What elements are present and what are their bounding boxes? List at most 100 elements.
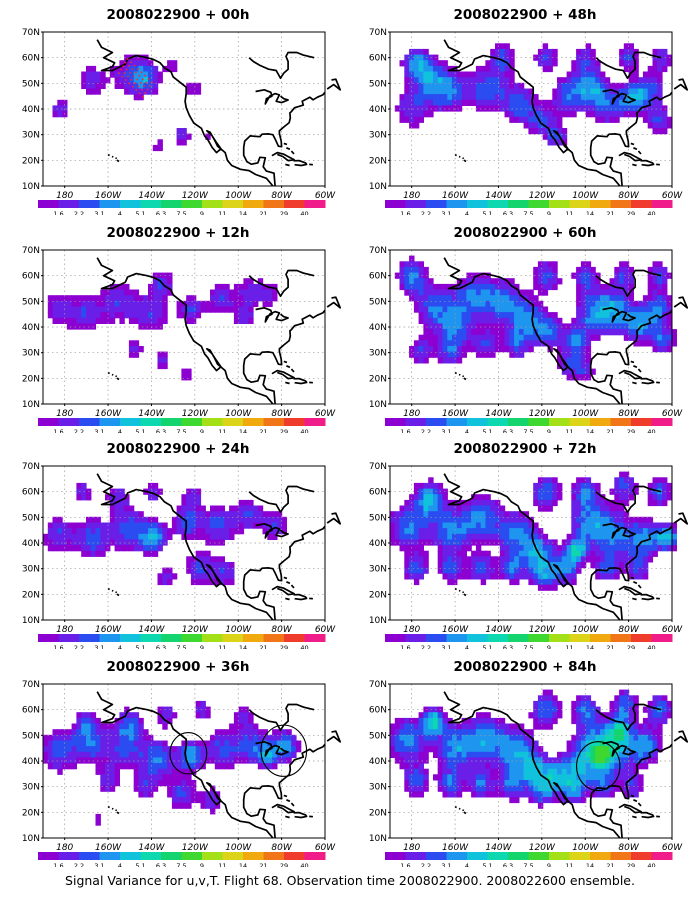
lat-tick-label: 40N <box>369 105 387 115</box>
lon-tick-label: 80W <box>618 843 639 853</box>
lon-tick-label: 100W <box>225 409 252 419</box>
lon-tick-label: 160W <box>95 191 122 201</box>
colorbar-swatch <box>487 634 509 642</box>
colorbar-swatch <box>58 418 80 426</box>
colorbar-swatch <box>79 418 100 426</box>
target-region-circle <box>169 732 208 775</box>
colorbar-swatch <box>304 418 326 426</box>
colorbar-level-label: 7.5 <box>176 210 186 215</box>
colorbar-swatch <box>508 418 529 426</box>
lat-lon-grid <box>43 466 325 620</box>
lon-tick-label: 180 <box>403 843 420 853</box>
colorbar: 1.6 2.2 3.1 4 5.1 6.3 7.5 9 11 14 21 29 40 <box>38 634 326 649</box>
colorbar-level-label: 4 <box>465 210 469 215</box>
colorbar-swatch <box>38 200 59 208</box>
colorbar-swatch <box>243 418 264 426</box>
colorbar-swatch <box>58 852 80 860</box>
colorbar-swatch <box>426 200 447 208</box>
lat-tick-label: 30N <box>22 131 40 141</box>
colorbar-swatch <box>610 634 632 642</box>
lon-tick-label: 120W <box>529 409 556 419</box>
colorbar-swatch <box>58 634 80 642</box>
colorbar-level-label: 3.1 <box>441 862 451 867</box>
colorbar-level-label: 11 <box>218 210 226 215</box>
colorbar-level-label: 9 <box>200 644 204 649</box>
forecast-panel-84h: 2008022900 + 84h 70N 60N 50N 40N 30N 20N 10N 180… <box>355 652 695 867</box>
colorbar-level-label: 5.1 <box>135 644 145 649</box>
colorbar-swatch <box>569 418 591 426</box>
colorbar-level-label: 6.3 <box>156 210 166 215</box>
colorbar-swatch <box>38 852 59 860</box>
colorbar-swatch <box>569 852 591 860</box>
colorbar-swatch <box>487 200 509 208</box>
lat-tick-label: 10N <box>22 834 40 844</box>
colorbar-swatch <box>161 418 182 426</box>
lon-tick-label: 160W <box>442 625 469 635</box>
lat-tick-label: 10N <box>369 400 387 410</box>
coastlines <box>96 39 342 187</box>
colorbar-swatch <box>631 852 652 860</box>
lat-tick-label: 20N <box>369 374 387 384</box>
panel-title: 2008022900 + 72h <box>453 441 597 457</box>
colorbar-swatch <box>263 634 285 642</box>
lat-tick-label: 40N <box>369 539 387 549</box>
colorbar-swatch <box>140 418 162 426</box>
colorbar-swatch <box>181 418 203 426</box>
lon-tick-label: 60W <box>662 843 683 853</box>
lon-tick-label: 140W <box>138 191 165 201</box>
colorbar-level-label: 2.2 <box>74 210 84 215</box>
lat-tick-label: 10N <box>22 182 40 192</box>
colorbar-swatch <box>120 634 141 642</box>
lat-tick-label: 30N <box>369 131 387 141</box>
lat-tick-label: 50N <box>22 297 40 307</box>
colorbar-level-label: 29 <box>280 862 288 867</box>
lat-tick-label: 30N <box>369 783 387 793</box>
lat-tick-label: 10N <box>22 400 40 410</box>
colorbar-level-label: 2.2 <box>74 428 84 433</box>
colorbar-swatch <box>651 634 673 642</box>
colorbar-swatch <box>161 200 182 208</box>
colorbar-swatch <box>284 852 305 860</box>
colorbar-swatch <box>590 634 611 642</box>
lat-tick-label: 60N <box>22 706 40 716</box>
lat-tick-label: 10N <box>369 182 387 192</box>
colorbar-level-label: 21 <box>259 428 267 433</box>
colorbar-swatch <box>467 200 488 208</box>
colorbar-swatch <box>222 634 244 642</box>
lon-tick-label: 60W <box>662 409 683 419</box>
colorbar-level-label: 40 <box>647 644 655 649</box>
colorbar-swatch <box>38 634 59 642</box>
colorbar-swatch <box>284 200 305 208</box>
colorbar-swatch <box>528 418 550 426</box>
lon-tick-label: 100W <box>225 625 252 635</box>
colorbar-level-label: 6.3 <box>503 428 513 433</box>
colorbar-swatch <box>508 852 529 860</box>
colorbar-level-label: 1.6 <box>400 210 410 215</box>
colorbar-swatch <box>446 852 468 860</box>
colorbar-level-label: 29 <box>627 210 635 215</box>
colorbar-swatch <box>467 418 488 426</box>
colorbar-swatch <box>304 634 326 642</box>
colorbar-swatch <box>263 418 285 426</box>
colorbar-swatch <box>202 200 223 208</box>
lon-tick-label: 160W <box>95 625 122 635</box>
colorbar-swatch <box>426 852 447 860</box>
lon-tick-label: 120W <box>182 625 209 635</box>
figure-caption: Signal Variance for u,v,T. Flight 68. Ob… <box>65 873 635 888</box>
variance-field <box>52 54 211 152</box>
variance-map: 70N 60N 50N 40N 30N 20N 10N 180 160W 140W 120W 100W… <box>369 28 689 215</box>
colorbar-swatch <box>487 418 509 426</box>
colorbar-level-label: 29 <box>627 644 635 649</box>
lon-tick-label: 140W <box>485 843 512 853</box>
colorbar-level-label: 7.5 <box>176 428 186 433</box>
lon-tick-label: 180 <box>56 625 73 635</box>
lat-tick-label: 60N <box>369 488 387 498</box>
colorbar-level-label: 9 <box>200 210 204 215</box>
lat-tick-label: 20N <box>369 156 387 166</box>
coastlines <box>443 691 689 839</box>
colorbar-level-label: 7.5 <box>523 428 533 433</box>
colorbar-level-label: 40 <box>647 862 655 867</box>
lat-lon-grid <box>390 250 672 404</box>
colorbar-level-label: 3.1 <box>94 210 104 215</box>
colorbar-level-label: 1.6 <box>53 862 63 867</box>
